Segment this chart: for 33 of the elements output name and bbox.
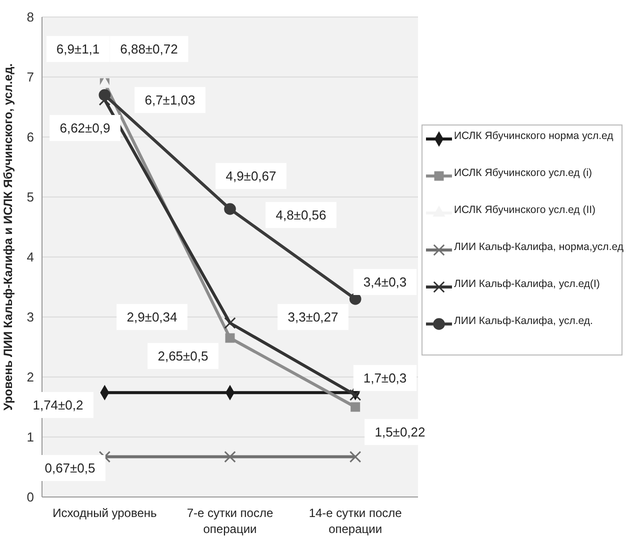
annotation: 1,74±0,2 bbox=[32, 398, 84, 413]
annotation: 0,67±0,5 bbox=[44, 460, 96, 476]
annotation: 6,62±0,9 bbox=[60, 120, 110, 136]
y-tick-label: 0 bbox=[26, 490, 34, 505]
legend-label: ЛИИ Кальф-Калифа, усл.ед(I) bbox=[454, 278, 600, 290]
x-tick-label: Исходный уровень bbox=[52, 506, 157, 520]
y-axis-title: Уровень ЛИИ Кальф-Калифа и ИСЛК Ябучинского, усл.ед. bbox=[1, 63, 15, 411]
y-tick-label: 3 bbox=[26, 310, 34, 325]
x-tick-label: 14-е сутки после операции bbox=[308, 506, 402, 536]
annotation: 2,65±0,5 bbox=[158, 348, 208, 364]
y-tick-label: 8 bbox=[26, 10, 34, 25]
annotation: 6,88±0,72 bbox=[120, 42, 178, 57]
legend-label: ИСЛК Ябучинского усл.ед (II) bbox=[454, 204, 596, 216]
legend-label: ЛИИ Кальф-Калифа, усл.ед. bbox=[454, 315, 593, 327]
annotation: 6,9±1,1 bbox=[56, 42, 100, 57]
annotation: 4,8±0,56 bbox=[276, 208, 326, 223]
legend-label: ИСЛК Ябучинского норма усл.ед bbox=[454, 130, 614, 142]
legend-label: ЛИИ Кальф-Калифа, норма,усл.ед bbox=[454, 241, 624, 253]
y-tick-label: 2 bbox=[26, 370, 34, 385]
annotation: 4,9±0,67 bbox=[226, 168, 276, 184]
annotation: 1,5±0,22 bbox=[374, 424, 426, 440]
x-tick-label: 7-е сутки после операции bbox=[186, 506, 274, 536]
y-tick-label: 6 bbox=[26, 130, 34, 145]
y-tick-label: 5 bbox=[26, 190, 34, 205]
annotation: 3,3±0,27 bbox=[288, 310, 338, 325]
annotation: 3,4±0,3 bbox=[363, 274, 407, 290]
annotation: 6,7±1,03 bbox=[144, 92, 196, 108]
legend-label: ИСЛК Ябучинского усл.ед (i) bbox=[454, 167, 592, 179]
y-tick-label: 7 bbox=[26, 70, 34, 85]
y-tick-label: 1 bbox=[26, 430, 34, 445]
y-tick-label: 4 bbox=[26, 250, 34, 265]
annotation: 1,7±0,3 bbox=[363, 370, 407, 386]
annotation: 2,9±0,34 bbox=[126, 310, 178, 325]
